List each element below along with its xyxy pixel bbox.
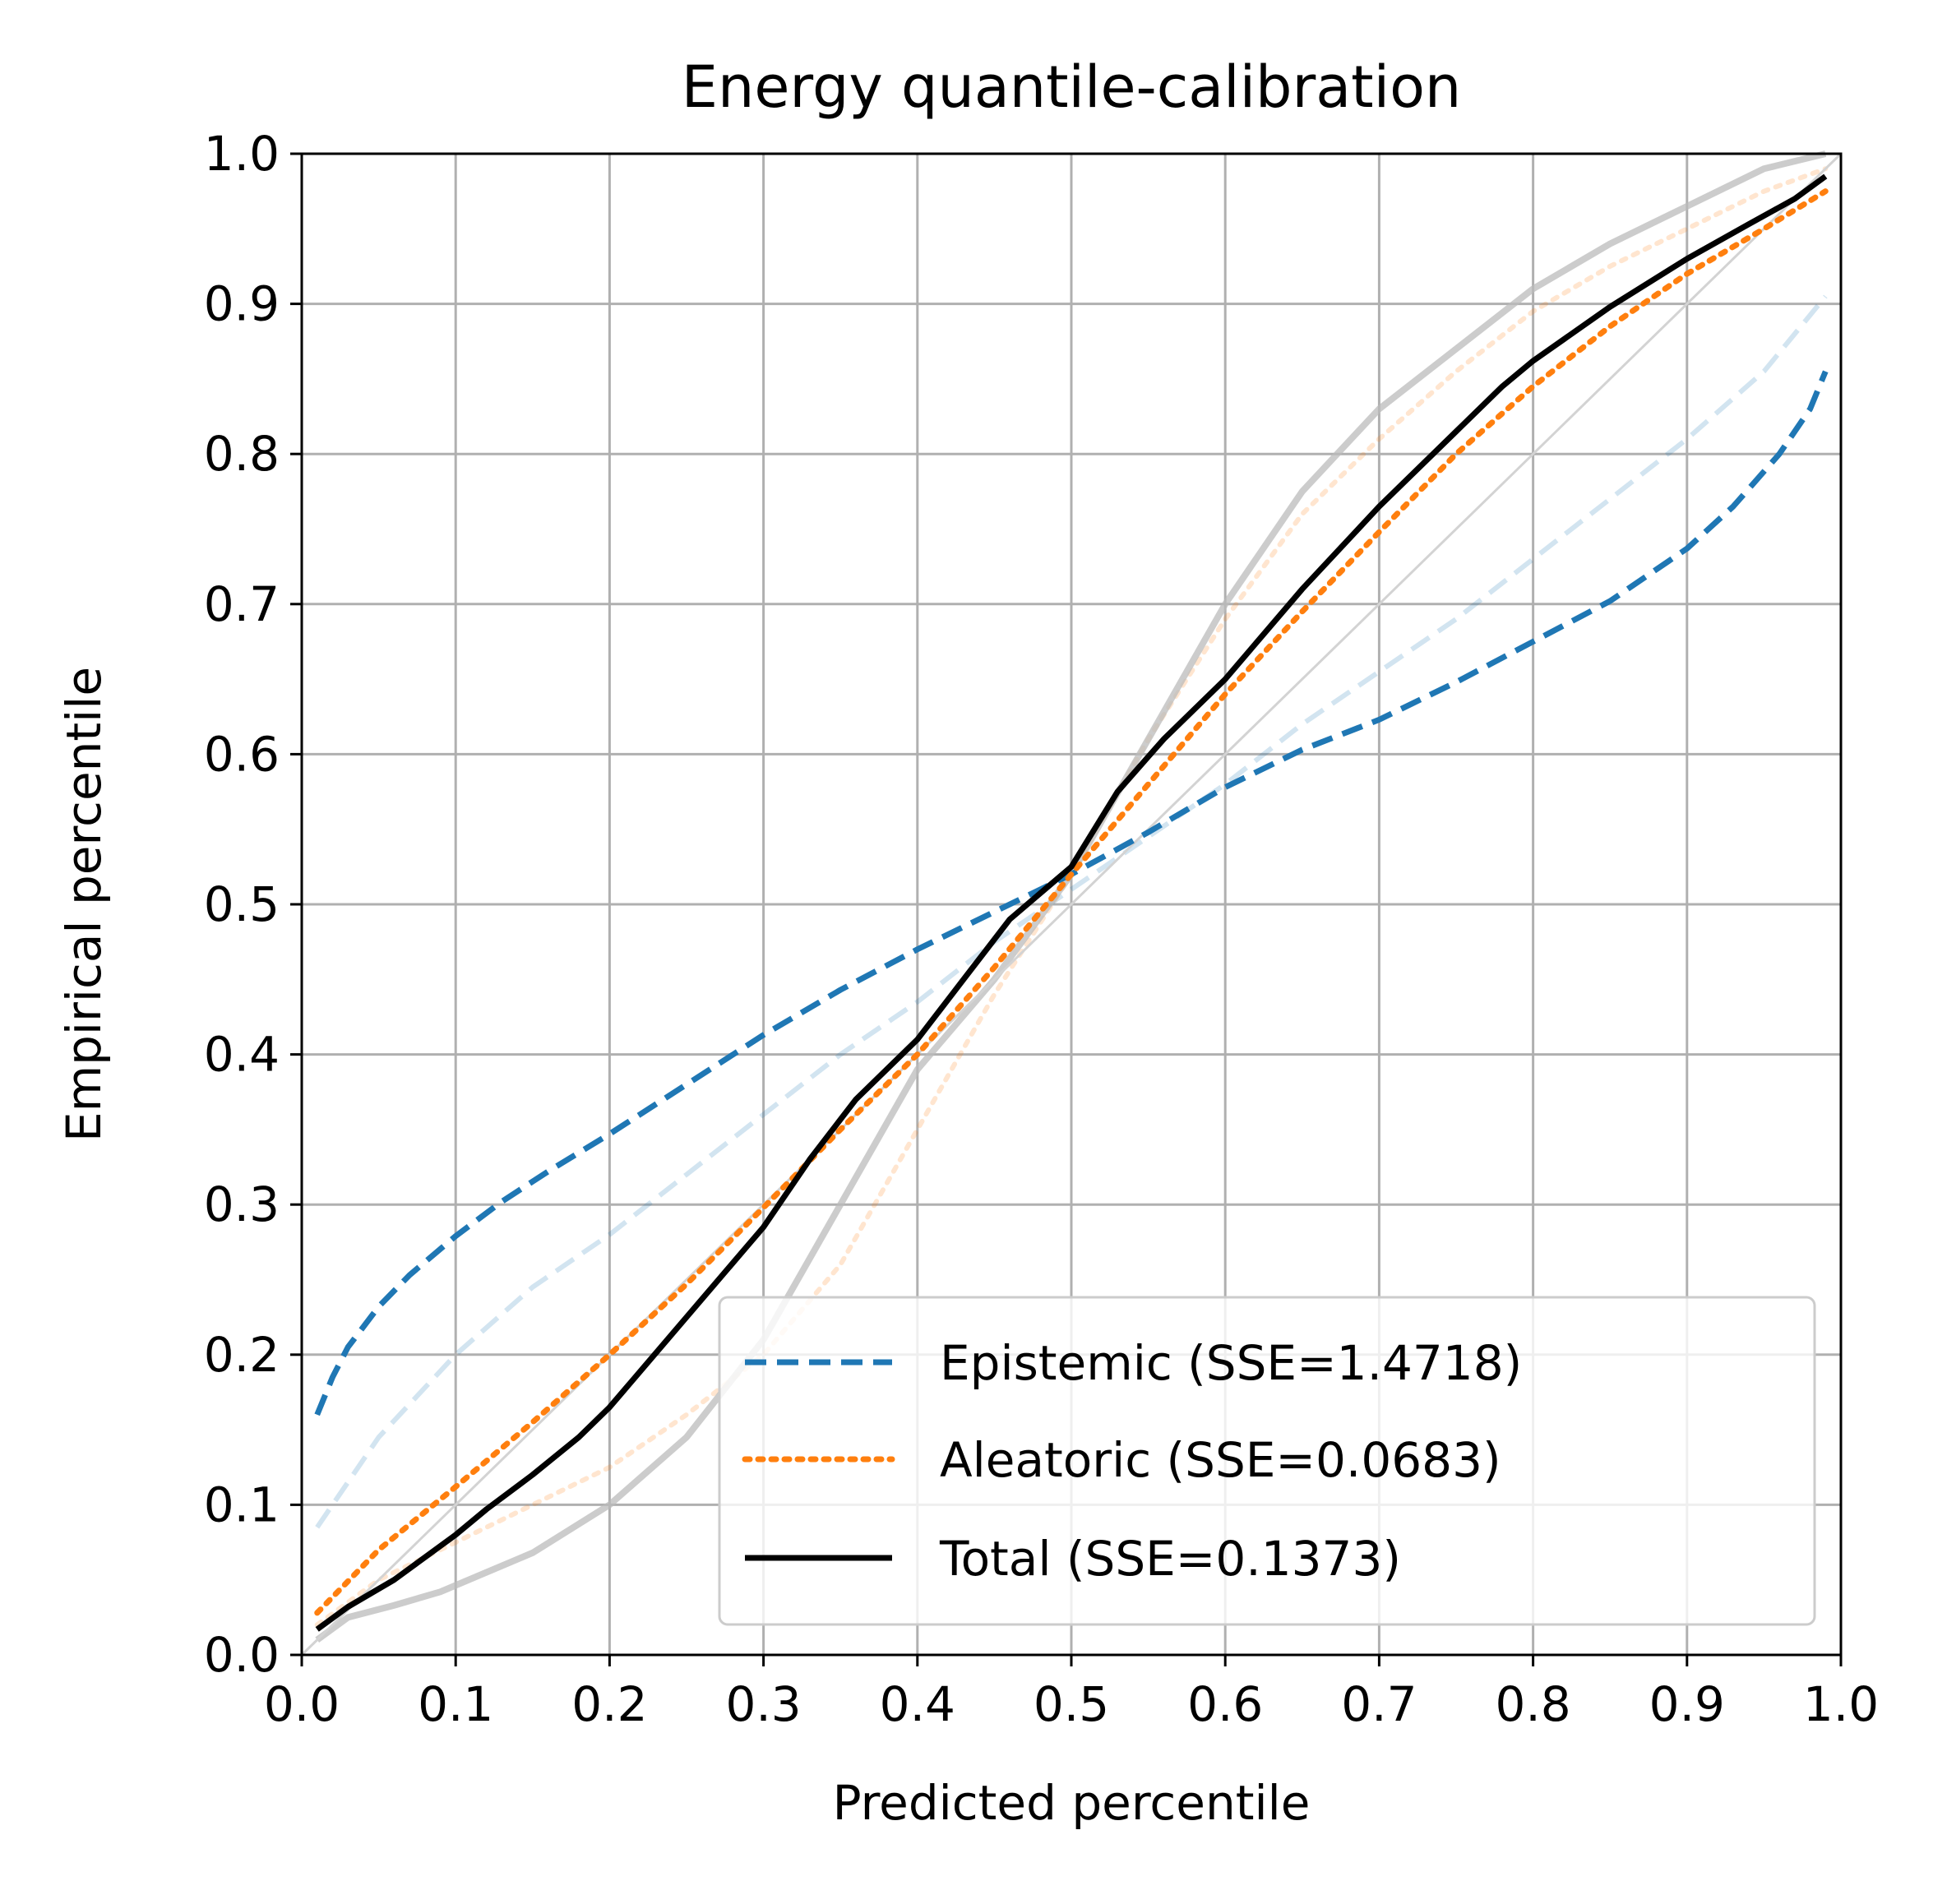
y-tick-label: 0.5 <box>204 876 280 932</box>
axis-ticks: 0.0 0.1 0.2 0.3 0.4 0.5 0.6 0.7 0.8 0.9 1.0 0.0 0.1 0… <box>204 126 1879 1732</box>
x-tick-label: 0.1 <box>418 1676 493 1732</box>
y-tick-label: 0.1 <box>204 1477 280 1532</box>
y-tick-label: 0.8 <box>204 426 280 482</box>
y-tick-label: 0.7 <box>204 576 280 632</box>
y-tick-label: 1.0 <box>204 126 280 182</box>
x-axis-title: Predicted percentile <box>833 1775 1311 1831</box>
chart-title: Energy quantile-calibration <box>682 53 1462 121</box>
series-group <box>314 173 1829 1632</box>
legend-label-aleatoric: Aleatoric (SSE=0.0683) <box>940 1432 1501 1488</box>
y-tick-label: 0.6 <box>204 726 280 782</box>
x-tick-label: 0.2 <box>571 1676 647 1732</box>
series-line-aleatoric <box>314 188 1829 1616</box>
y-tick-label: 0.3 <box>204 1176 280 1232</box>
y-tick-label: 0.9 <box>204 276 280 332</box>
x-tick-label: 0.6 <box>1187 1676 1263 1732</box>
series-line-epistemic <box>314 370 1829 1416</box>
x-tick-label: 0.9 <box>1649 1676 1725 1732</box>
y-axis-title: Empirical percentile <box>56 667 112 1142</box>
x-tick-label: 0.7 <box>1341 1676 1417 1732</box>
series-line-total <box>315 173 1828 1632</box>
x-tick-label: 1.0 <box>1803 1676 1879 1732</box>
x-tick-label: 0.3 <box>725 1676 801 1732</box>
y-tick-label: 0.2 <box>204 1327 280 1383</box>
y-tick-label: 0.4 <box>204 1027 280 1083</box>
x-tick-label: 0.8 <box>1495 1676 1570 1732</box>
faint-series-line-0 <box>315 294 1828 1529</box>
legend: Epistemic (SSE=1.4718) Aleatoric (SSE=0.… <box>718 1296 1816 1626</box>
y-tick-label: 0.0 <box>204 1627 280 1683</box>
x-tick-label: 0.5 <box>1034 1676 1109 1732</box>
legend-label-epistemic: Epistemic (SSE=1.4718) <box>940 1335 1522 1391</box>
legend-box <box>718 1296 1816 1626</box>
x-tick-label: 0.0 <box>264 1676 340 1732</box>
faint-series-line-3 <box>300 152 1843 1657</box>
x-tick-label: 0.4 <box>880 1676 955 1732</box>
legend-label-total: Total (SSE=0.1373) <box>939 1531 1401 1587</box>
